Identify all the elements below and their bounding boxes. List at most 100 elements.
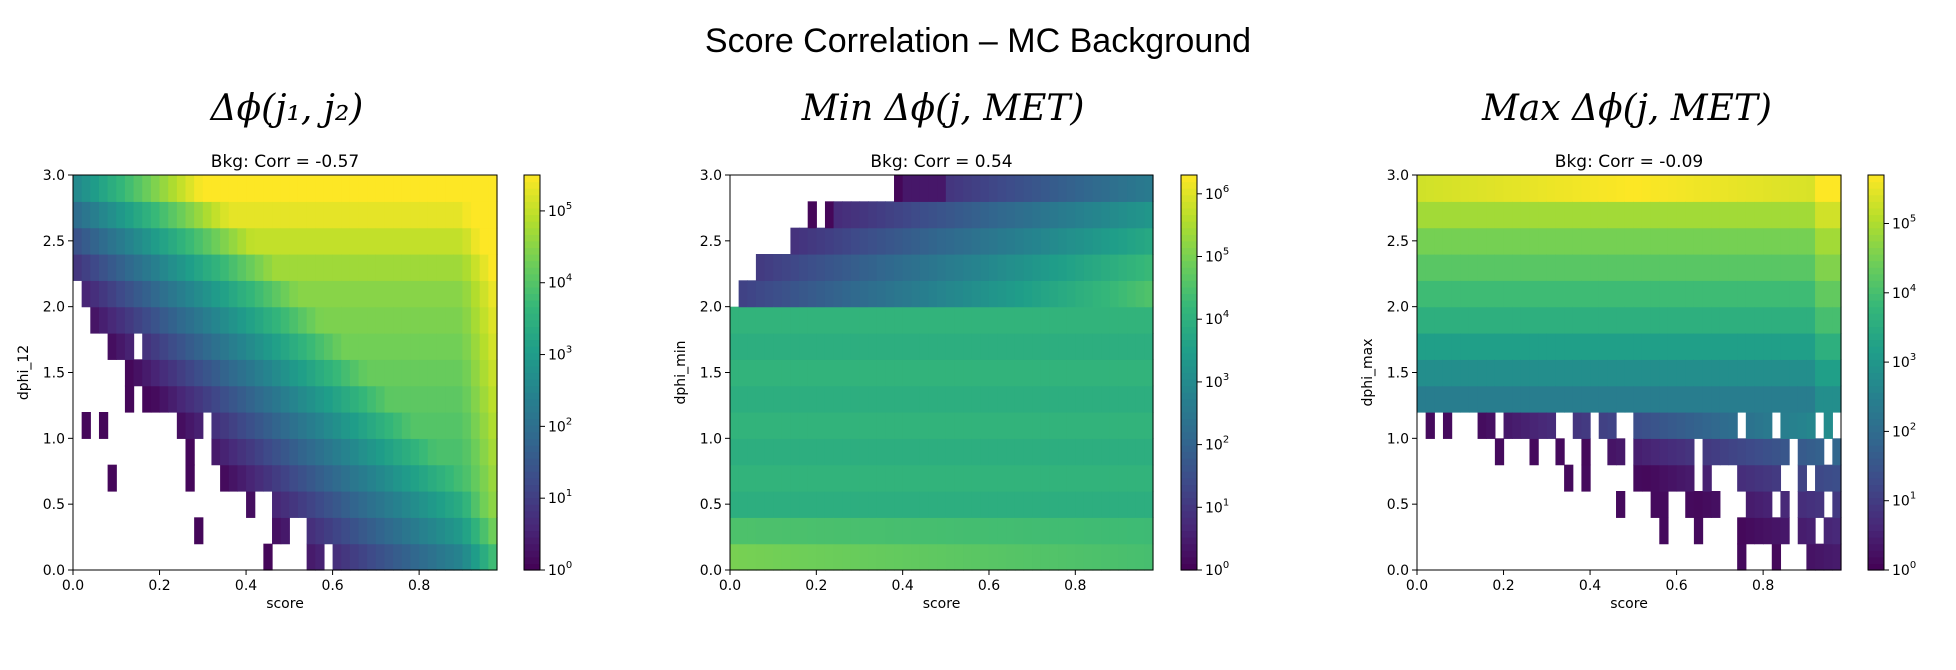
heatmap-cell [928,438,938,466]
heatmap-cell [799,359,809,387]
heatmap-cell [1101,227,1111,255]
heatmap-cell [1127,517,1137,545]
heatmap-cell [764,438,774,466]
heatmap-cell [427,464,438,492]
heatmap-cell [988,201,999,229]
heatmap-cell [937,464,947,492]
heatmap-cell [1763,306,1773,334]
heatmap-cell [1745,227,1756,255]
heatmap-cell [107,306,117,334]
heatmap-cell [859,517,869,545]
heatmap-cell [1555,438,1565,466]
heatmap-cell [1572,359,1583,387]
heatmap-cell [1806,280,1816,308]
y-tick-label: 0.5 [1387,497,1409,513]
heatmap-cell [1737,254,1747,281]
heatmap-cell [176,359,187,387]
heatmap-cell [988,306,999,334]
heatmap-cell [1083,491,1094,518]
heatmap-cell [1075,438,1085,466]
heatmap-cell [194,201,204,229]
heatmap-cell [1737,464,1747,492]
heatmap-cell [833,412,843,439]
heatmap-cell [1058,517,1068,545]
heatmap-cell [462,438,472,466]
heatmap-cell [1092,333,1102,360]
heatmap-cell [332,333,342,360]
heatmap-cell [358,280,368,308]
heatmap-cell [479,517,489,545]
colorbar-segment [524,418,540,426]
colorbar-segment [1868,352,1884,360]
heatmap-cell [1728,438,1738,466]
heatmap-cell [1633,438,1643,466]
heatmap-cell [1144,464,1154,492]
heatmap-cell [850,227,861,255]
heatmap-cell [773,517,783,545]
heatmap-cell [185,438,195,466]
heatmap-cell [1616,254,1626,281]
heatmap-cell [1754,280,1764,308]
heatmap-cell [824,464,835,492]
heatmap-cell [1624,306,1634,334]
heatmap-cell [401,280,412,308]
heatmap-cell [1685,254,1695,281]
heatmap-cell [1659,333,1669,360]
heatmap-cell [1685,280,1695,308]
heatmap-cell [876,385,886,413]
heatmap-cell [1494,306,1505,334]
heatmap-cell [807,543,817,571]
heatmap-cell [436,227,446,255]
heatmap-cell [1006,438,1016,466]
colorbar-segment [1181,556,1197,565]
heatmap-cell [954,464,964,492]
heatmap-cell [1520,227,1531,255]
heatmap-cell [1659,464,1669,492]
heatmap-cell [1763,254,1773,281]
heatmap-cell [824,491,835,518]
heatmap-cell [1477,412,1487,439]
heatmap-cell [341,517,351,545]
heatmap-cell [1815,254,1825,281]
heatmap-cell [297,201,308,229]
heatmap-cell [315,464,325,492]
y-axis-label: dphi_max [1360,338,1376,406]
heatmap-cell [1754,385,1764,413]
heatmap-cell [1494,280,1505,308]
heatmap-cell [393,306,403,334]
heatmap-cell [1503,385,1513,413]
heatmap-cell [1049,175,1059,202]
y-axis-label: dphi_min [673,341,689,405]
y-tick-label: 2.0 [43,300,65,316]
heatmap-cell [1032,227,1042,255]
heatmap-cell [1049,280,1059,308]
heatmap-cell [1711,254,1721,281]
heatmap-cell [1049,464,1059,492]
heatmap-cell [1040,333,1051,360]
colorbar-segment [1181,464,1197,472]
heatmap-cell [1486,306,1496,334]
heatmap-cell [1434,306,1444,334]
heatmap-cell [807,280,817,308]
heatmap-cell [764,385,774,413]
heatmap-cell [202,227,213,255]
heatmap-cell [332,491,342,518]
heatmap-cell [954,517,964,545]
heatmap-cell [1520,280,1531,308]
heatmap-cell [1806,491,1816,518]
heatmap-cell [1780,412,1790,439]
heatmap-cell [90,254,100,281]
heatmap-cell [107,201,117,229]
colorbar-segment [1868,392,1884,400]
colorbar-segment [524,313,540,321]
heatmap-cell [1014,491,1025,518]
heatmap-cell [928,491,938,518]
colorbar-segment [1868,398,1884,407]
heatmap-cell [1711,412,1721,439]
heatmap-cell [1049,543,1059,571]
heatmap-cell [1023,464,1033,492]
heatmap-cell [142,385,152,413]
heatmap-cell [479,464,489,492]
heatmap-cell [427,306,438,334]
heatmap-cell [73,201,83,229]
